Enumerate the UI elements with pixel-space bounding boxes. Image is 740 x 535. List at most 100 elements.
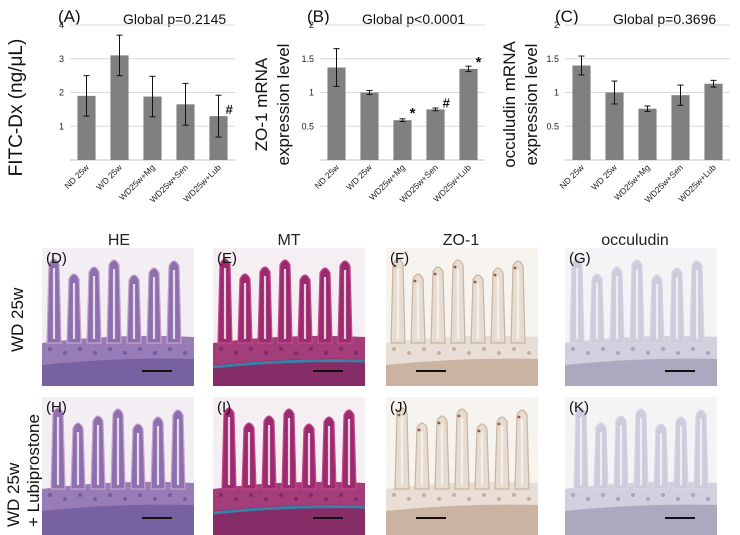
crypt [183,351,187,355]
col-header-zo1: ZO-1 [442,232,480,249]
scale-bar [313,517,343,519]
bar [426,109,445,160]
crypt [512,493,516,497]
tissue-image [386,258,538,386]
zo1-stain-dot [413,279,417,283]
crypt [339,493,343,497]
crypt [324,351,328,355]
global-p-value: Global p=0.3696 [613,11,716,27]
crypt [482,493,486,497]
crypt [108,347,112,351]
crypt [153,351,157,355]
tissue-image [565,407,717,535]
y-tick-label: 0.5 [546,121,559,131]
crypt [219,347,223,351]
panel-letter: (H) [46,399,67,416]
col-header-he: HE [107,232,131,249]
crypt [571,493,575,497]
tissue-image [213,258,365,386]
muscle-layer [42,358,194,386]
crypt [309,347,313,351]
crypt [234,351,238,355]
panel-letter: (D) [46,250,67,267]
panel-letter: (K) [569,399,589,416]
histology-panel: (F) [386,248,538,386]
crypt [661,347,665,351]
panel-letter: (G) [569,250,591,267]
crypt [467,351,471,355]
scale-bar [416,517,446,519]
y-axis-label-line: expression level [522,44,541,166]
tissue-image [42,258,194,386]
crypt [294,497,298,501]
tissue-image [386,407,538,535]
crypt [616,497,620,501]
crypt [422,493,426,497]
crypt [467,497,471,501]
y-axis-label: FITC-Dx (ng/μL) [6,39,27,177]
crypt [93,497,97,501]
crypt [48,347,52,351]
crypt [48,493,52,497]
significance-mark: * [476,54,482,71]
crypt [691,493,695,497]
panel-letter: (C) [555,7,579,26]
crypt [586,497,590,501]
y-tick-label: 1 [554,88,559,98]
crypt [586,351,590,355]
histology-panel: (I) [213,397,365,535]
crypt [279,493,283,497]
panel-letter: (I) [217,399,232,416]
bar [459,68,478,160]
zo1-stain-dot [457,414,461,418]
zo1-stain-dot [497,422,501,426]
global-p-value: Global p<0.0001 [362,11,465,27]
tissue-image [42,407,194,535]
zo1-stain-dot [473,280,477,284]
zo1-stain-dot [437,421,441,425]
crypt [138,493,142,497]
crypt [279,347,283,351]
histology-panel: (K) [565,397,717,535]
crypt [354,351,358,355]
col-header-mt: MT [277,232,301,249]
crypt [309,493,313,497]
crypt [706,497,710,501]
y-tick-label: 2 [309,20,314,30]
crypt [661,493,665,497]
crypt [631,347,635,351]
zo1-stain-dot [517,415,521,419]
histology-panel: (D) [42,248,194,386]
muscle-layer [213,358,365,386]
x-tick-label: WD 25w [344,162,374,192]
bar [605,92,624,160]
y-tick-label: 0.5 [301,121,314,131]
tissue-image [565,258,717,386]
bar [572,65,591,160]
crypt [646,497,650,501]
chart-b: (B) Global p<0.0001 ZO-1 mRNA expression le… [245,0,495,215]
muscle-layer [213,504,365,535]
zo1-stain-dot [397,413,401,417]
scale-bar [142,370,172,372]
scale-bar [665,370,695,372]
bar [77,95,96,160]
zo1-stain-dot [433,272,437,276]
crypt [691,347,695,351]
panel-letter: (F) [390,250,410,267]
crypt [153,497,157,501]
scale-bar [665,517,695,519]
bar [360,92,379,160]
crypt [354,497,358,501]
y-tick-label: 1 [59,121,64,131]
zo1-stain-dot [513,266,517,270]
scale-bar [142,517,172,519]
crypt [482,347,486,351]
crypt [339,347,343,351]
zo1-stain-dot [393,264,397,268]
bar [393,120,412,160]
crypt [249,347,253,351]
panel-letter: (E) [217,250,237,267]
crypt [616,351,620,355]
crypt [138,347,142,351]
